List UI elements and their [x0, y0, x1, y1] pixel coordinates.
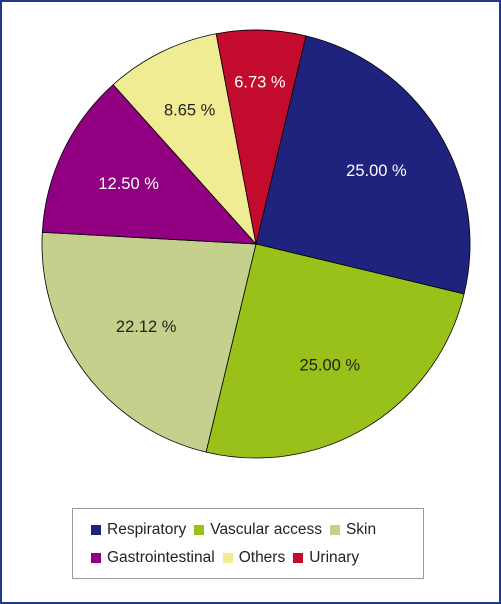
legend-swatch-gastrointestinal — [91, 553, 101, 563]
legend: Respiratory Vascular access Skin Gastroi… — [72, 508, 424, 579]
pie-label-gastrointestinal: 12.50 % — [98, 175, 159, 193]
legend-row-1: Respiratory Vascular access Skin — [91, 521, 384, 539]
pie-slice-gastrointestinal — [41, 84, 257, 245]
legend-item-urinary: Urinary — [293, 549, 359, 567]
legend-label-respiratory: Respiratory — [107, 521, 187, 538]
legend-item-skin: Skin — [329, 521, 377, 539]
legend-item-vascular-access: Vascular access — [194, 521, 322, 539]
legend-swatch-skin — [329, 525, 340, 535]
legend-item-others: Others — [222, 549, 286, 567]
pie-label-urinary: 6.73 % — [234, 73, 286, 91]
legend-label-skin: Skin — [345, 521, 377, 538]
pie-label-vascular-access: 25.00 % — [300, 356, 361, 374]
pie-slice-vascular-access — [205, 243, 465, 459]
pie-slice-skin — [41, 231, 257, 453]
legend-row-2: Gastrointestinal Others Urinary — [91, 549, 367, 567]
legend-label-others: Others — [238, 549, 286, 566]
pie-slice-others — [112, 33, 257, 246]
legend-label-vascular-access: Vascular access — [210, 521, 322, 538]
legend-label-gastrointestinal: Gastrointestinal — [107, 549, 215, 566]
pie-slice-urinary — [215, 29, 307, 245]
legend-swatch-urinary — [293, 553, 304, 563]
legend-item-respiratory: Respiratory — [91, 521, 186, 539]
pie-label-others: 8.65 % — [164, 102, 216, 120]
legend-swatch-others — [222, 553, 233, 563]
pie-chart: 25.00 % 25.00 % 22.12 % 12.50 % 8.65 % 6.73 % — [41, 29, 471, 459]
legend-item-gastrointestinal: Gastrointestinal — [91, 549, 215, 567]
legend-swatch-respiratory — [91, 525, 101, 535]
legend-swatch-vascular-access — [194, 525, 205, 535]
pie-label-skin: 22.12 % — [116, 318, 177, 336]
legend-label-urinary: Urinary — [309, 549, 360, 566]
pie-slice-respiratory — [255, 35, 471, 295]
pie-label-respiratory: 25.00 % — [346, 162, 407, 180]
